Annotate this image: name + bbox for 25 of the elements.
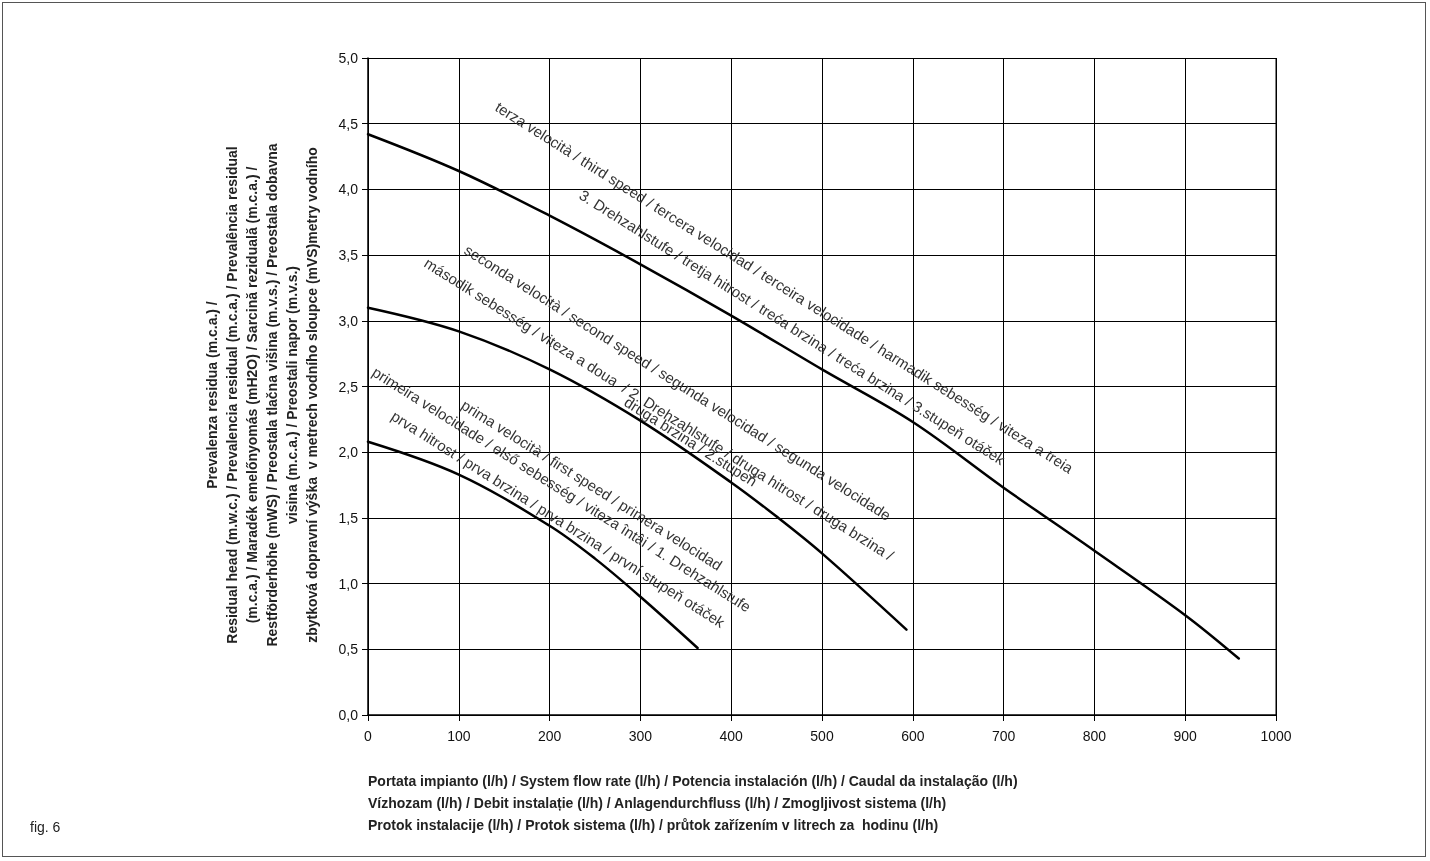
y-axis-title: Prevalenza residua (m.c.a.) / Residual head (m.w.c.) / Prevalencia residual (m.c.a.) / Prevalência residual (m.c.a.) / Maradék emelőnyomás (mH2O) / Sarcină reziduală (m.c.a.) / Restförderhöhe (mWS) / Preostala tlačna višina (m.v.s.) / Preostala dobavna visina (m.c.a.) / Preostali napor (m.v.s.) zbytková dopravní výška v metrech vodního sloupce (mVS)metry vodního <box>204 143 320 647</box>
x-tick-label: 1000 <box>1260 728 1292 744</box>
y-tick-label: 5,0 <box>338 50 359 66</box>
y-tick-label: 4,5 <box>338 115 359 132</box>
y-tick-label: 0,5 <box>338 641 359 658</box>
y-tick-label: 3,0 <box>338 312 359 329</box>
y-tick-label: 3,5 <box>338 247 359 264</box>
x-tick-label: 700 <box>991 728 1016 744</box>
y-tick-label: 2,0 <box>338 444 359 461</box>
x-tick-label: 900 <box>1173 728 1198 744</box>
x-tick-label: 100 <box>447 728 471 744</box>
x-tick-label: 800 <box>1082 728 1107 744</box>
x-tick-label: 400 <box>719 728 744 744</box>
x-tick-label: 0 <box>364 728 373 744</box>
x-tick-label: 600 <box>901 728 925 744</box>
y-tick-label: 4,0 <box>338 181 359 198</box>
x-axis-title: Portata impianto (l/h) / System flow rate (l/h) / Potencia instalación (l/h) / Caudal da instalação (l/h) Vízhozam (l/h) / Debit instalație (l/h) / Anlagendurchfluss (l/h) / Zmogljivost sistema (l/h) Protok instalacije (l/h) / Protok sistema (l/h) / průtok zařízením v litrech za hodinu (l/h) <box>368 773 1018 833</box>
y-tick-label: 0,0 <box>338 707 359 723</box>
y-tick-label: 2,5 <box>338 378 359 395</box>
x-tick-label: 300 <box>628 728 653 744</box>
y-tick-label: 1,5 <box>338 509 359 526</box>
x-tick-label: 200 <box>537 728 562 744</box>
x-tick-label: 500 <box>810 728 834 744</box>
caption: fig. 6 <box>30 819 61 835</box>
y-tick-label: 1,0 <box>338 575 359 592</box>
